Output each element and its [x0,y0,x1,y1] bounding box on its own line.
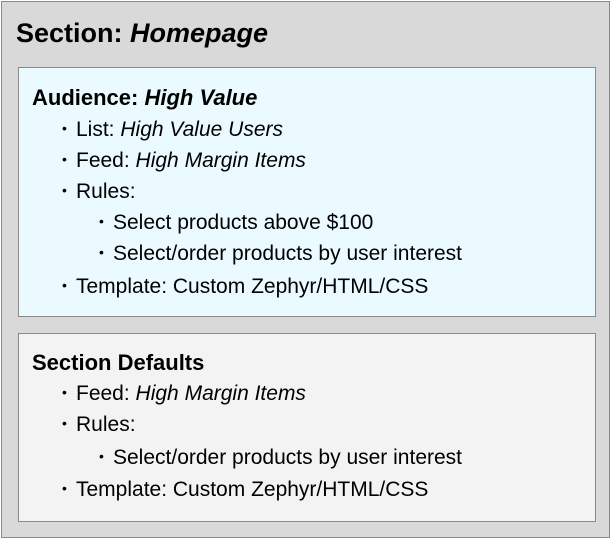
section-title: Section: Homepage [16,18,269,48]
list-item: • Select/order products by user interest [99,242,463,265]
list-item: • List: High Value Users [62,118,283,141]
list-item: • Select/order products by user interest [99,446,463,469]
list-item: • Rules: [62,413,136,436]
audience-box: Audience: High Value • List: High Value U… [18,67,596,317]
list-item: • Feed: High Margin Items [62,149,306,172]
defaults-heading: Section Defaults [32,350,205,375]
list-item: • Template: Custom Zephyr/HTML/CSS [62,478,429,501]
list-item: • Rules: [62,180,136,203]
list-item: • Template: Custom Zephyr/HTML/CSS [62,275,429,298]
list-item: • Select products above $100 [99,211,374,234]
defaults-box: Section Defaults • Feed: High Margin Item… [18,333,596,522]
audience-heading: Audience: High Value [32,85,258,110]
list-item: • Feed: High Margin Items [62,382,306,405]
